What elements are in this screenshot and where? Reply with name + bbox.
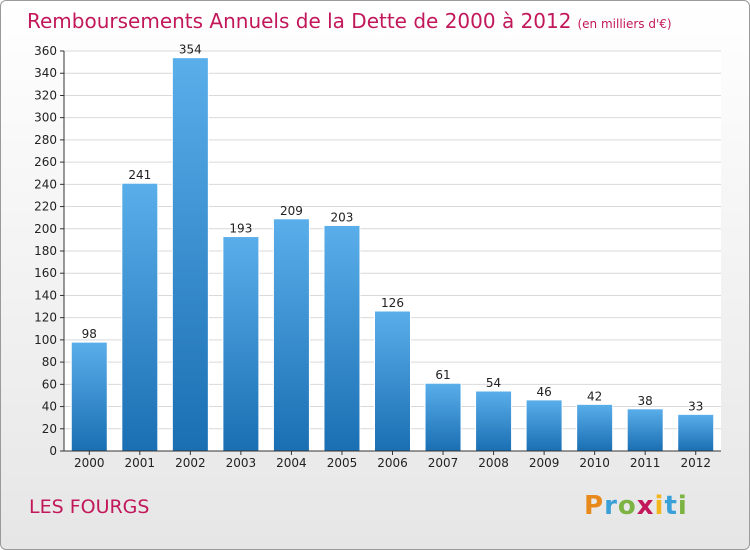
logo-letter: i (677, 491, 688, 521)
x-tick-label: 2002 (175, 456, 206, 470)
y-tick-label: 160 (34, 266, 57, 280)
y-tick-label: 340 (34, 66, 57, 80)
y-tick-label: 80 (42, 355, 57, 369)
bar (626, 408, 664, 452)
y-tick-label: 240 (34, 177, 57, 191)
y-tick-label: 0 (49, 444, 57, 458)
y-tick-label: 140 (34, 288, 57, 302)
y-tick-label: 280 (34, 133, 57, 147)
x-tick-label: 2010 (579, 456, 610, 470)
y-tick-label: 20 (42, 422, 57, 436)
logo-letter: x (636, 491, 655, 521)
bar-value-label: 98 (82, 327, 97, 341)
unit-text: (en milliers d'€) (577, 17, 672, 31)
x-tick-label: 2011 (630, 456, 661, 470)
bar (525, 399, 563, 452)
logo-letter: i (654, 491, 665, 521)
bar-value-label: 126 (381, 296, 404, 310)
bar-value-label: 33 (688, 399, 703, 413)
bar-value-label: 42 (587, 389, 602, 403)
bar-value-label: 203 (331, 210, 354, 224)
logo-letter: r (604, 491, 618, 521)
bar-value-label: 61 (435, 368, 450, 382)
y-tick-label: 40 (42, 400, 57, 414)
bar (70, 341, 108, 452)
y-tick-label: 100 (34, 333, 57, 347)
y-tick-label: 200 (34, 222, 57, 236)
x-tick-label: 2009 (529, 456, 560, 470)
bar (576, 403, 614, 452)
title-text: Remboursements Annuels de la Dette de 20… (27, 9, 572, 33)
bar (272, 218, 310, 452)
bar (374, 310, 411, 452)
y-tick-label: 300 (34, 111, 57, 125)
x-tick-label: 2007 (428, 456, 459, 470)
chart-title: Remboursements Annuels de la Dette de 20… (27, 9, 672, 33)
y-tick-label: 360 (34, 44, 57, 58)
bar (323, 224, 361, 452)
bar (475, 390, 513, 452)
bar (677, 413, 715, 452)
commune-name: LES FOURGS (29, 496, 150, 518)
y-tick-label: 60 (42, 377, 57, 391)
bar-value-label: 46 (536, 385, 551, 399)
y-tick-label: 220 (34, 200, 57, 214)
x-tick-label: 2005 (327, 456, 358, 470)
logo-letter: P (584, 491, 605, 521)
x-tick-label: 2004 (276, 456, 307, 470)
x-tick-label: 2008 (478, 456, 509, 470)
bar (424, 382, 462, 452)
bar-value-label: 193 (229, 222, 252, 236)
x-tick-label: 2000 (74, 456, 105, 470)
logo-letter: t (664, 491, 678, 521)
y-tick-label: 260 (34, 155, 57, 169)
proxiti-logo: Proxiti (584, 491, 688, 521)
bar-value-label: 241 (128, 168, 151, 182)
bar-value-label: 354 (179, 43, 202, 57)
y-tick-label: 180 (34, 244, 57, 258)
x-tick-label: 2012 (680, 456, 711, 470)
x-tick-label: 2006 (377, 456, 408, 470)
x-tick-label: 2003 (226, 456, 257, 470)
bar-value-label: 54 (486, 376, 501, 390)
bar-value-label: 209 (280, 204, 303, 218)
bar (222, 236, 260, 452)
logo-letter: o (617, 491, 637, 521)
x-tick-label: 2001 (125, 456, 156, 470)
y-tick-label: 120 (34, 311, 57, 325)
bar (171, 57, 209, 452)
bar-value-label: 38 (638, 394, 653, 408)
bar (121, 182, 159, 452)
y-tick-label: 320 (34, 88, 57, 102)
